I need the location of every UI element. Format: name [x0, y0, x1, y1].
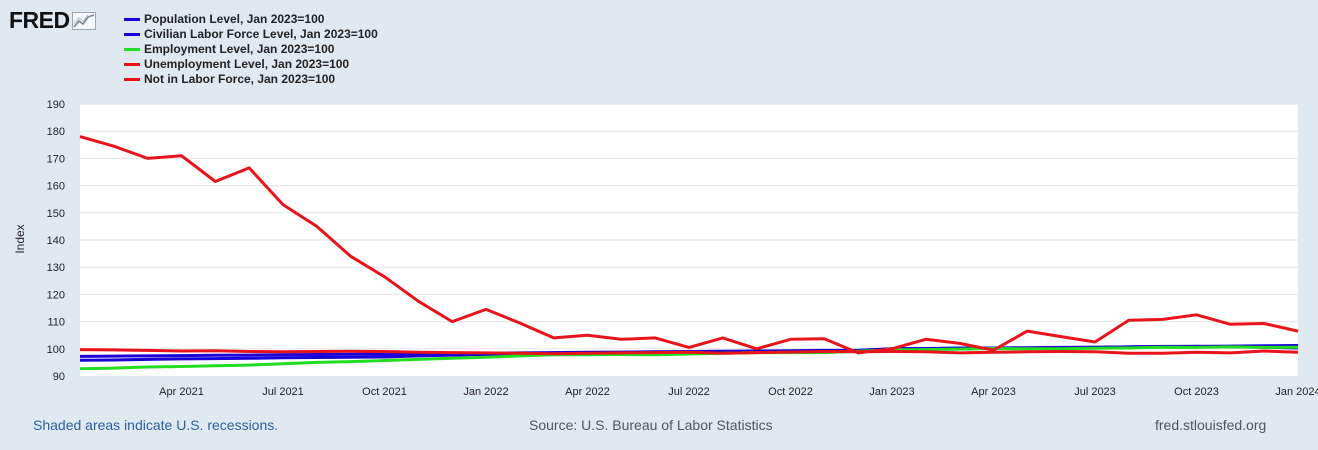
fred-site-link[interactable]: fred.stlouisfed.org: [1155, 417, 1267, 433]
x-tick-label: Oct 2023: [1174, 386, 1219, 398]
x-tick-label: Apr 2023: [971, 386, 1016, 398]
x-tick-label: Oct 2021: [362, 386, 407, 398]
legend-item-not-in-labor-force[interactable]: Not in Labor Force, Jan 2023=100: [124, 72, 378, 87]
y-tick-label: 160: [47, 181, 65, 193]
source-note: Source: U.S. Bureau of Labor Statistics: [529, 417, 773, 433]
x-tick-label: Jul 2023: [1074, 386, 1116, 398]
y-tick-label: 110: [47, 317, 65, 329]
y-tick-label: 180: [47, 126, 65, 138]
x-tick-label: Jan 2023: [869, 386, 914, 398]
series-line-3[interactable]: [79, 345, 1299, 371]
y-tick-label: 170: [47, 153, 65, 165]
y-tick-label: 150: [47, 208, 65, 220]
chart-legend: Population Level, Jan 2023=100 Civilian …: [124, 12, 378, 87]
legend-swatch: [124, 33, 140, 36]
y-tick-label: 100: [47, 344, 65, 356]
legend-label: Unemployment Level, Jan 2023=100: [144, 57, 350, 71]
series-line-4[interactable]: [79, 135, 1299, 355]
x-tick-label: Oct 2022: [768, 386, 813, 398]
x-tick-label: Jul 2021: [262, 386, 304, 398]
line-chart-icon: [71, 11, 96, 30]
legend-item-labor-force[interactable]: Civilian Labor Force Level, Jan 2023=100: [124, 27, 378, 42]
y-tick-label: 90: [53, 371, 65, 383]
x-tick-label: Jan 2022: [463, 386, 508, 398]
legend-label: Not in Labor Force, Jan 2023=100: [144, 72, 336, 86]
x-tick-label: Jan 2024: [1275, 386, 1318, 398]
legend-item-employment[interactable]: Employment Level, Jan 2023=100: [124, 42, 378, 57]
fred-logo-text: FRED: [9, 7, 70, 33]
y-tick-label: 120: [47, 289, 65, 301]
y-tick-label: 140: [47, 235, 65, 247]
y-axis-title: Index: [13, 224, 27, 253]
legend-item-population[interactable]: Population Level, Jan 2023=100: [124, 12, 378, 27]
legend-label: Population Level, Jan 2023=100: [144, 12, 325, 26]
y-axis-ticks: 90 100 110 120 130 140 150 160 170 180 190: [47, 99, 65, 383]
recession-note-link[interactable]: Shaded areas indicate U.S. recessions.: [33, 417, 279, 433]
series-lines: [79, 135, 1299, 371]
legend-swatch: [124, 78, 140, 81]
x-tick-label: Apr 2022: [565, 386, 610, 398]
x-axis-ticks: Apr 2021 Jul 2021 Oct 2021 Jan 2022 Apr 2022…: [159, 386, 1318, 398]
legend-swatch: [124, 18, 140, 21]
legend-label: Civilian Labor Force Level, Jan 2023=100: [144, 27, 378, 41]
x-tick-label: Jul 2022: [668, 386, 710, 398]
fred-logo[interactable]: FRED: [9, 7, 96, 34]
x-tick-label: Apr 2021: [159, 386, 204, 398]
y-tick-label: 130: [47, 262, 65, 274]
legend-swatch: [124, 48, 140, 51]
legend-swatch: [124, 63, 140, 66]
y-tick-label: 190: [47, 99, 65, 111]
legend-item-unemployment[interactable]: Unemployment Level, Jan 2023=100: [124, 57, 378, 72]
line-chart[interactable]: 90 100 110 120 130 140 150 160 170 180 190 Apr 202…: [0, 0, 1318, 410]
series-line-5[interactable]: [79, 348, 1299, 356]
legend-label: Employment Level, Jan 2023=100: [144, 42, 335, 56]
